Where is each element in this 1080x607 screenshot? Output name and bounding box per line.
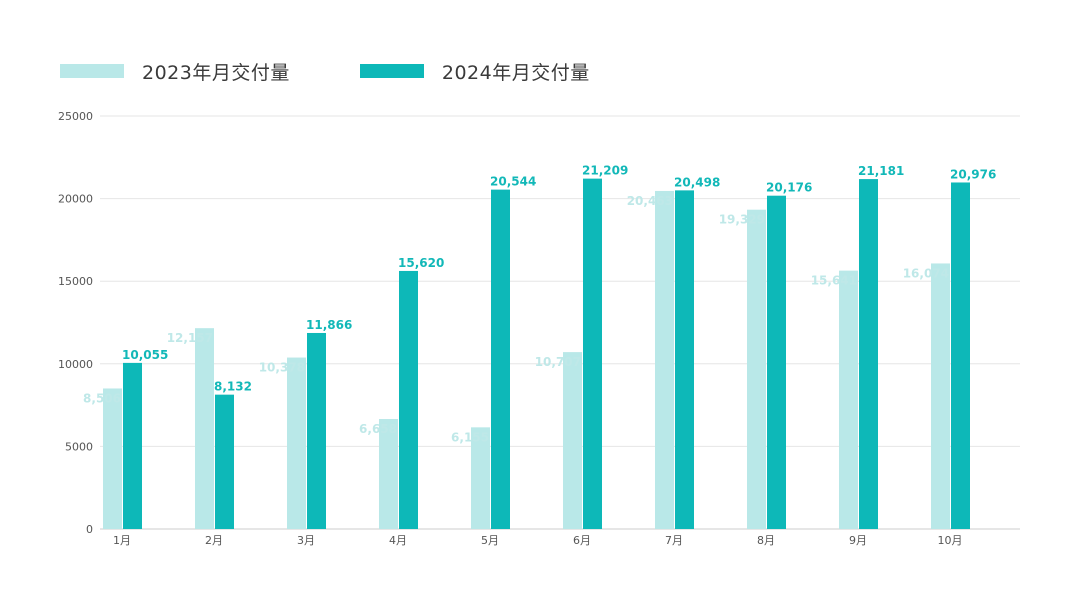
data-label-2023: 8,506: [83, 391, 121, 405]
x-tick-label: 2月: [205, 534, 223, 547]
data-label-2024: 10,055: [122, 348, 168, 362]
data-label-2023: 6,658: [359, 422, 397, 436]
x-tick-label: 1月: [113, 534, 131, 547]
x-tick-label: 5月: [481, 534, 499, 547]
x-tick-label: 10月: [938, 534, 963, 547]
y-tick-label: 5000: [65, 440, 93, 453]
data-label-2023: 15,641: [811, 274, 857, 288]
data-label-2024: 15,620: [398, 256, 444, 270]
bar-2024: [123, 362, 142, 529]
bar-2024: [675, 190, 694, 529]
bar-2024: [583, 178, 602, 529]
x-tick-label: 6月: [573, 534, 591, 547]
data-label-2023: 10,378: [259, 361, 305, 375]
data-label-2023: 10,707: [535, 355, 581, 369]
bar-2023: [655, 190, 674, 529]
bar-2023: [379, 419, 398, 529]
bar-2023: [931, 263, 950, 529]
bar-2024: [859, 179, 878, 529]
bar-2024: [951, 182, 970, 529]
x-tick-label: 7月: [665, 534, 683, 547]
data-label-2023: 16,074: [903, 266, 949, 280]
legend-swatch-2024: [359, 64, 424, 78]
legend-label-2023: 2023年月交付量: [142, 61, 290, 84]
y-tick-label: 10000: [58, 358, 93, 371]
x-tick-label: 9月: [849, 534, 867, 547]
bar-2024: [307, 332, 326, 529]
legend-item-2024: 2024年月交付量: [359, 58, 590, 85]
y-tick-label: 15000: [58, 275, 93, 288]
x-tick-label: 4月: [389, 534, 407, 547]
bar-2024: [491, 189, 510, 530]
bar-2024: [215, 394, 234, 529]
data-label-2024: 20,176: [766, 181, 812, 195]
data-label-2024: 8,132: [214, 380, 252, 394]
bar-2023: [839, 270, 858, 529]
bar-2023: [563, 352, 582, 529]
bar-2023: [471, 427, 490, 529]
legend: 2023年月交付量 2024年月交付量: [60, 58, 660, 84]
bar-2024: [399, 270, 418, 529]
data-label-2024: 21,181: [858, 164, 904, 178]
data-label-2024: 11,866: [306, 318, 352, 332]
bar-2023: [747, 209, 766, 529]
data-label-2024: 20,976: [950, 167, 996, 181]
y-tick-label: 25000: [58, 110, 93, 123]
data-label-2023: 12,157: [167, 331, 213, 345]
legend-item-2023: 2023年月交付量: [60, 58, 290, 85]
data-label-2023: 6,155: [451, 430, 489, 444]
bar-2023: [103, 388, 122, 529]
y-tick-label: 20000: [58, 193, 93, 206]
bar-2023: [195, 328, 214, 529]
data-label-2023: 20,463: [627, 194, 673, 208]
x-tick-label: 8月: [757, 534, 775, 547]
y-tick-label: 0: [86, 523, 93, 536]
data-label-2023: 19,329: [719, 213, 765, 227]
x-tick-label: 3月: [297, 534, 315, 547]
legend-swatch-2023: [60, 64, 124, 78]
legend-label-2024: 2024年月交付量: [441, 61, 590, 84]
bar-2024: [767, 195, 786, 529]
bar-2023: [287, 357, 306, 529]
data-label-2024: 20,498: [674, 175, 720, 189]
data-label-2024: 21,209: [582, 164, 628, 178]
data-label-2024: 20,544: [490, 175, 536, 189]
